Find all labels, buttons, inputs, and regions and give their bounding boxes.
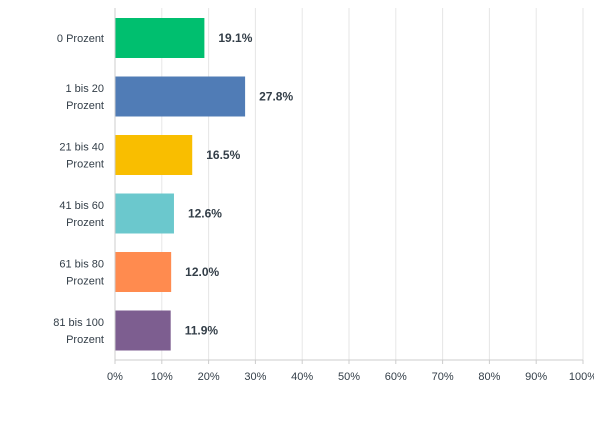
bar-5 bbox=[115, 310, 171, 351]
bar-2 bbox=[115, 135, 193, 175]
bar-0 bbox=[115, 18, 205, 58]
value-label-2: 16.5% bbox=[206, 148, 240, 162]
category-label-0: 0 Prozent bbox=[57, 33, 104, 45]
category-label-3: 41 bis 60 Prozent bbox=[59, 200, 104, 229]
category-label-1: 1 bis 20 Prozent bbox=[65, 83, 104, 112]
bar-1 bbox=[115, 76, 246, 117]
x-tick-label-90: 90% bbox=[525, 371, 547, 383]
value-label-3: 12.6% bbox=[188, 207, 222, 221]
x-tick-label-100: 100% bbox=[569, 371, 594, 383]
bar-3 bbox=[115, 193, 174, 234]
value-label-0: 19.1% bbox=[218, 31, 252, 45]
x-tick-label-20: 20% bbox=[198, 371, 220, 383]
value-label-5: 11.9% bbox=[185, 324, 219, 338]
label-layer: 0 Prozent 19.1% 1 bis 20 Prozent 27.8% 21 bis… bbox=[53, 31, 293, 346]
x-tick-label-40: 40% bbox=[291, 371, 313, 383]
bar-4 bbox=[115, 252, 172, 292]
bar-layer bbox=[115, 18, 246, 351]
x-tick-label-70: 70% bbox=[432, 371, 454, 383]
x-tick-label-50: 50% bbox=[338, 371, 360, 383]
value-label-4: 12.0% bbox=[185, 265, 219, 279]
grid-layer bbox=[161, 8, 584, 360]
category-label-5: 81 bis 100 Prozent bbox=[53, 317, 104, 346]
category-label-4: 61 bis 80 Prozent bbox=[59, 259, 104, 288]
x-tick-label-80: 80% bbox=[478, 371, 500, 383]
category-label-2: 21 bis 40 Prozent bbox=[59, 142, 104, 171]
value-label-1: 27.8% bbox=[259, 90, 293, 104]
axis-layer: 0% 10% 20% 30% 40% 50% 60% 70% 80% 90% 100% bbox=[107, 8, 594, 383]
x-tick-label-30: 30% bbox=[244, 371, 266, 383]
x-tick-label-60: 60% bbox=[385, 371, 407, 383]
x-tick-label-10: 10% bbox=[151, 371, 173, 383]
x-tick-label-0: 0% bbox=[107, 371, 123, 383]
